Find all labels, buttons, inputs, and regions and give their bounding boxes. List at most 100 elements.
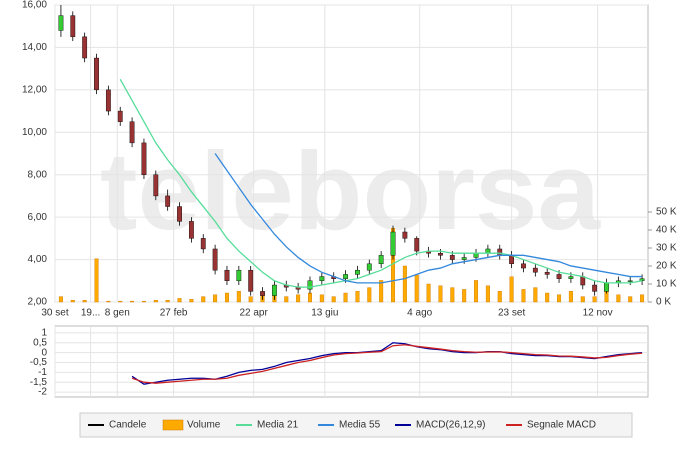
volume-bar	[497, 291, 502, 303]
legend-label: Candele	[109, 420, 147, 431]
candle-body	[580, 276, 586, 286]
x-tick-label: 13 giu	[311, 308, 338, 319]
y-tick-label: 6,00	[28, 212, 48, 223]
candle-body	[390, 231, 396, 256]
candle-body	[129, 121, 135, 144]
volume-bar	[521, 289, 526, 303]
y2-tick-label: 40 K	[656, 225, 677, 236]
y2-tick-label: 20 K	[656, 261, 677, 272]
candle-body	[82, 36, 88, 59]
x-tick-label: 27 feb	[160, 308, 188, 319]
candle-body	[366, 263, 372, 271]
candle-body	[378, 255, 384, 265]
legend-label: MACD(26,12,9)	[416, 420, 485, 431]
candle-body	[58, 15, 64, 31]
y-tick-label: -2	[38, 387, 47, 398]
volume-bar	[213, 294, 218, 303]
volume-bar	[628, 296, 633, 303]
x-tick-label: 8 gen	[105, 308, 130, 319]
y-tick-label: 2,00	[28, 297, 48, 308]
candle-body	[449, 255, 455, 260]
y-tick-label: 10,00	[22, 127, 47, 138]
candle-body	[604, 282, 609, 292]
volume-bar	[58, 296, 63, 303]
candle-body	[497, 248, 503, 256]
candle-body	[592, 284, 598, 292]
candle-body	[307, 280, 313, 290]
line-series	[119, 78, 643, 288]
y-tick-label: -1	[38, 367, 47, 378]
candle-body	[521, 263, 526, 269]
candle-body	[165, 195, 171, 207]
candle-body	[532, 267, 538, 273]
volume-bar	[640, 294, 645, 303]
candle-body	[105, 89, 111, 112]
volume-bar	[331, 296, 336, 303]
volume-bar	[118, 300, 123, 303]
candle-body	[461, 257, 467, 260]
volume-bar	[545, 292, 550, 303]
volume-bar	[94, 258, 99, 303]
legend-label: Segnale MACD	[527, 420, 596, 431]
candle-body	[414, 238, 420, 252]
y-tick-label: -0,5	[30, 357, 48, 368]
volume-bar	[165, 300, 170, 303]
candle-body	[438, 253, 443, 256]
volume-bar	[616, 294, 621, 303]
volume-bar	[474, 280, 479, 303]
volume-bar	[379, 280, 384, 303]
candle-body	[627, 280, 633, 282]
candle-body	[70, 15, 76, 38]
y-tick-label: 1	[41, 328, 47, 339]
volume-bar	[343, 292, 348, 303]
candle-body	[153, 174, 159, 197]
candle-body	[509, 255, 515, 265]
y2-tick-label: 10 K	[656, 279, 677, 290]
volume-bar	[557, 294, 562, 303]
volume-bar	[414, 274, 419, 303]
candle-body	[343, 274, 348, 279]
volume-bar	[82, 300, 87, 303]
volume-bar	[284, 296, 289, 303]
volume-bar	[533, 287, 538, 303]
volume-bar	[248, 296, 253, 303]
line-series	[131, 344, 643, 384]
volume-bar	[462, 289, 467, 303]
y-tick-label: 12,00	[22, 84, 47, 95]
y-tick-label: 8,00	[28, 169, 48, 180]
x-tick-label: 22 apr	[239, 308, 268, 319]
candle-body	[556, 274, 562, 279]
volume-bar	[355, 291, 360, 303]
candle-body	[188, 221, 194, 239]
volume-bar	[201, 296, 206, 303]
x-tick-label: 30 set	[41, 308, 68, 319]
candle-body	[568, 276, 574, 279]
volume-bar	[189, 299, 194, 303]
candle-body	[248, 269, 254, 292]
candle-body	[177, 206, 182, 222]
volume-bar	[141, 300, 146, 303]
candle-body	[236, 269, 242, 281]
x-tick-label: 12 nov	[583, 308, 613, 319]
volume-bar	[70, 300, 75, 303]
volume-bar	[177, 298, 182, 303]
legend-label: Volume	[187, 420, 221, 431]
volume-bar	[592, 296, 597, 303]
y2-tick-label: 0 K	[656, 297, 671, 308]
x-tick-label: 19...	[81, 308, 100, 319]
volume-bar	[438, 285, 443, 303]
y-tick-label: 0	[41, 347, 47, 358]
candle-body	[260, 291, 265, 296]
volume-bar	[450, 287, 455, 303]
legend-swatch	[162, 419, 184, 431]
x-tick-label: 23 set	[498, 308, 525, 319]
candle-body	[272, 284, 277, 296]
volume-bar	[296, 294, 301, 303]
x-tick-label: 4 ago	[407, 308, 432, 319]
volume-bar	[367, 287, 372, 303]
legend-label: Media 21	[257, 420, 299, 431]
y2-tick-label: 50 K	[656, 207, 677, 218]
volume-bar	[485, 285, 490, 303]
